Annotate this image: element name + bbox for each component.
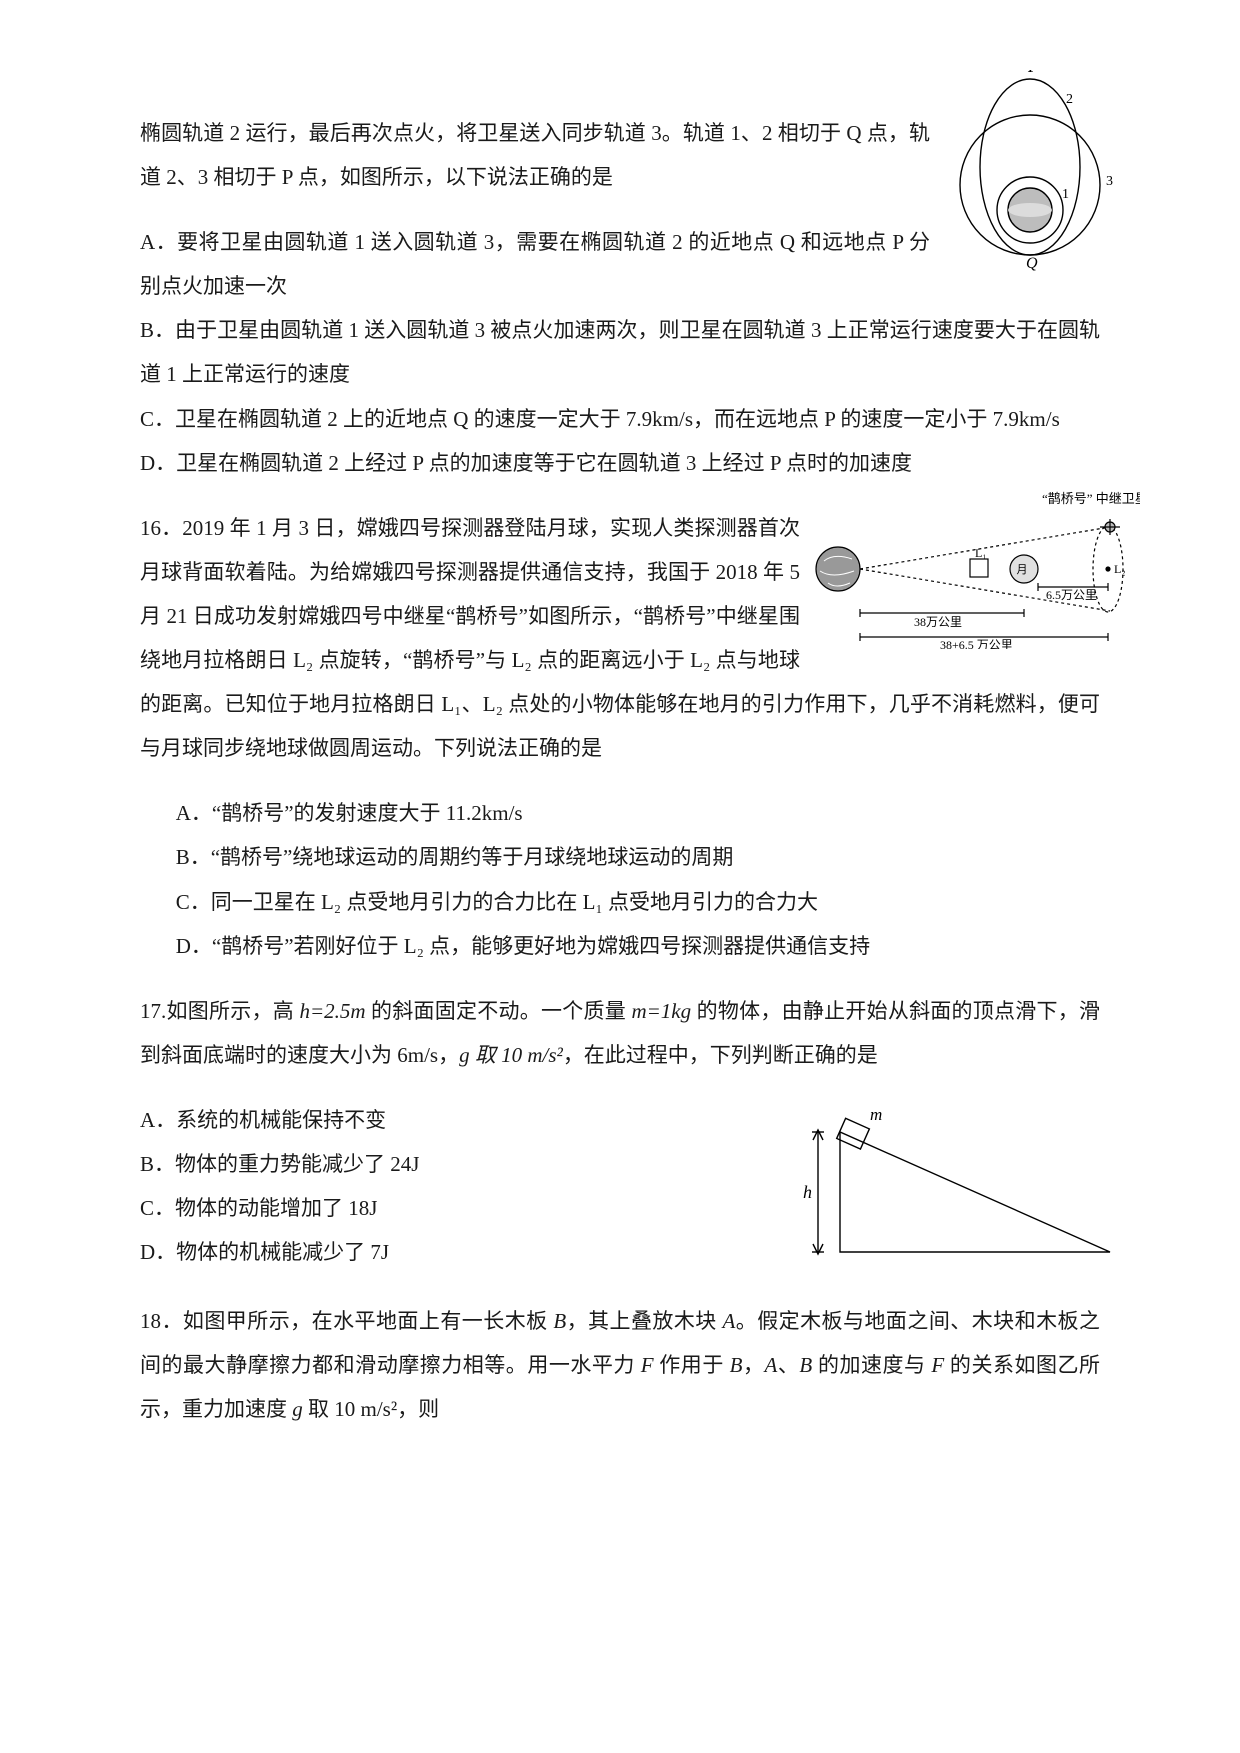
q18-t5: ， [742,1353,764,1377]
q17-number: 17. [140,999,166,1023]
q18-B1: B [553,1309,566,1333]
q18-t9: 取 10 m/s²，则 [303,1397,439,1421]
q18-A1: A [722,1309,735,1333]
q15-figure: P 2 3 1 Q [940,70,1140,290]
q15-opt-c: C．卫星在椭圆轨道 2 上的近地点 Q 的速度一定大于 7.9km/s，而在远地… [140,397,1100,441]
q17-h: h=2.5m [299,999,365,1023]
svg-text:h: h [803,1182,812,1202]
q17-m: m=1kg [631,999,691,1023]
svg-text:3: 3 [1106,174,1113,189]
orbit-diagram-icon: P 2 3 1 Q [940,70,1140,290]
q18-intro: 18．如图甲所示，在水平地面上有一长木板 B，其上叠放木块 A。假定木板与地面之… [140,1299,1100,1431]
q18-A2: A [764,1353,777,1377]
lagrange-diagram-icon: “鹊桥号” 中继卫星 [810,489,1140,649]
q16-opt-d: D．“鹊桥号”若刚好位于 L₂ 点，能够更好地为嫦娥四号探测器提供通信支持 [140,924,1100,968]
q17-t2: 的斜面固定不动。一个质量 [366,999,632,1023]
q16-opt-b: B．“鹊桥号”绕地球运动的周期约等于月球绕地球运动的周期 [140,835,1100,879]
q18-t4: 作用于 [654,1353,730,1377]
q18-number: 18． [140,1309,183,1333]
svg-text:月: 月 [1017,564,1028,576]
exam-page: P 2 3 1 Q 椭圆轨道 2 运行，最后再次点火，将卫星送入同步轨道 3。轨… [0,0,1240,1753]
q16-figure: “鹊桥号” 中继卫星 [810,489,1140,649]
q17-t1: 如图所示，高 [166,999,299,1023]
svg-text:m: m [870,1105,882,1124]
q18-g: g [292,1397,303,1421]
q18-B3: B [799,1353,812,1377]
incline-diagram-icon: m h [800,1102,1120,1272]
q18-F1: F [641,1353,654,1377]
svg-text:6.5万公里: 6.5万公里 [1046,588,1097,602]
q18-F2: F [931,1353,944,1377]
svg-text:Q: Q [1026,255,1038,272]
svg-text:“鹊桥号” 中继卫星: “鹊桥号” 中继卫星 [1042,491,1140,506]
q18-B2: B [730,1353,743,1377]
q16-number: 16． [140,516,182,540]
q16-opt-c: C．同一卫星在 L₂ 点受地月引力的合力比在 L₁ 点受地月引力的合力大 [140,880,1100,924]
q17-intro: 17.如图所示，高 h=2.5m 的斜面固定不动。一个质量 m=1kg 的物体，… [140,989,1100,1077]
svg-text:38万公里: 38万公里 [914,615,962,629]
svg-text:L₂: L₂ [1114,562,1126,576]
q18-t6: 、 [777,1353,799,1377]
svg-text:L₁: L₁ [975,546,987,560]
q17-g: g 取 10 m/s² [459,1043,563,1067]
q15-opt-d: D．卫星在椭圆轨道 2 上经过 P 点的加速度等于它在圆轨道 3 上经过 P 点… [140,441,1100,485]
q18-t1: 如图甲所示，在水平地面上有一长木板 [183,1309,553,1333]
q17-t4: ，在此过程中，下列判断正确的是 [563,1043,878,1067]
q18-t7: 的加速度与 [812,1353,931,1377]
q15-opt-b: B．由于卫星由圆轨道 1 送入圆轨道 3 被点火加速两次，则卫星在圆轨道 3 上… [140,308,1100,396]
q17-figure: m h [800,1102,1120,1272]
q16-opt-a: A．“鹊桥号”的发射速度大于 11.2km/s [140,791,1100,835]
svg-text:P: P [1027,70,1039,76]
svg-text:38+6.5 万公里: 38+6.5 万公里 [940,638,1013,649]
q18-t2: ，其上叠放木块 [566,1309,722,1333]
svg-text:2: 2 [1066,92,1073,107]
svg-text:1: 1 [1062,187,1069,202]
